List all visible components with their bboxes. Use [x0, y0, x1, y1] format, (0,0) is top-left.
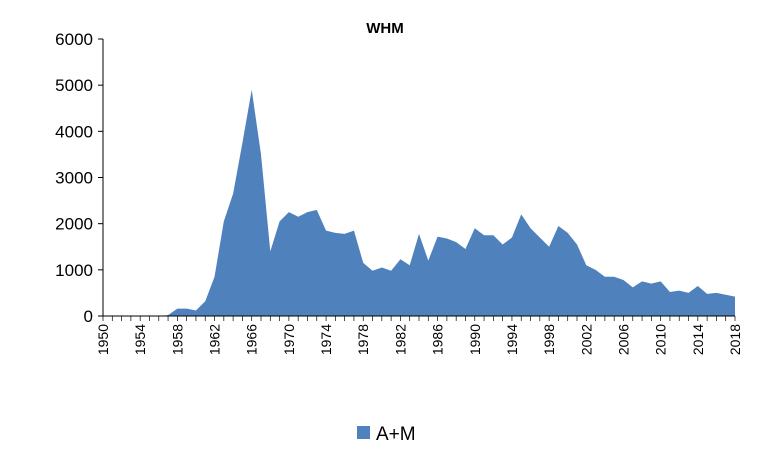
chart-title: WHM — [366, 20, 404, 37]
x-tick-label: 1982 — [392, 324, 408, 355]
y-tick-label: 2000 — [55, 215, 93, 234]
x-tick-label: 2018 — [727, 324, 743, 355]
y-tick-label: 0 — [84, 307, 93, 326]
legend: A+M — [357, 424, 416, 445]
x-tick-label: 1966 — [244, 324, 260, 355]
plot-area — [103, 89, 735, 316]
x-ticks: 1950 1954 1958 1962 1966 1970 1974 1978 1982 1986… — [95, 316, 743, 355]
x-tick-label: 1970 — [281, 324, 297, 355]
x-tick-label: 1986 — [430, 324, 446, 355]
x-tick-label: 2014 — [690, 324, 706, 355]
y-tick-label: 6000 — [55, 30, 93, 49]
x-tick-label: 1962 — [207, 324, 223, 355]
x-tick-label: 1998 — [541, 324, 557, 355]
legend-label: A+M — [376, 424, 416, 445]
x-tick-label: 1958 — [169, 324, 185, 355]
y-tick-label: 3000 — [55, 169, 93, 188]
x-tick-label: 2006 — [615, 324, 631, 355]
y-tick-label: 4000 — [55, 122, 93, 141]
x-tick-label: 2010 — [653, 324, 669, 355]
legend-swatch — [357, 426, 370, 439]
x-tick-label: 1994 — [504, 324, 520, 355]
x-tick-label: 1974 — [318, 324, 334, 355]
x-tick-label: 2002 — [578, 324, 594, 355]
x-tick-label: 1990 — [467, 324, 483, 355]
y-tick-label: 1000 — [55, 261, 93, 280]
x-tick-label: 1950 — [95, 324, 111, 355]
x-tick-label: 1954 — [132, 324, 148, 355]
y-ticks: 0 1000 2000 3000 4000 5000 6000 — [55, 30, 103, 326]
x-tick-label: 1978 — [355, 324, 371, 355]
y-tick-label: 5000 — [55, 76, 93, 95]
area-series-a-plus-m — [103, 89, 735, 316]
